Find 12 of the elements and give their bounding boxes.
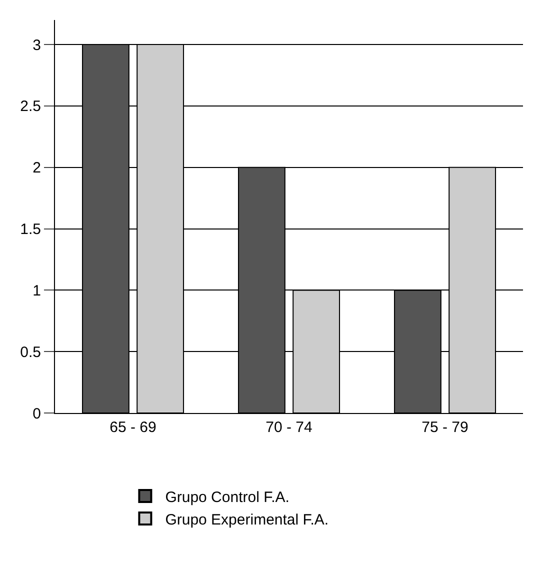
y-tick-label: 2 xyxy=(32,160,41,177)
y-tick-label: 1 xyxy=(32,282,41,300)
y-tick-label: 1.5 xyxy=(20,221,41,238)
y-tick-label: 3 xyxy=(32,36,41,54)
y-tick-label: 2.5 xyxy=(20,98,41,116)
y-tick-label: 0.5 xyxy=(20,344,41,361)
legend-label: Grupo Control F.A. xyxy=(165,488,290,506)
legend-label: Grupo Experimental F.A. xyxy=(165,511,329,528)
x-tick-label: 65 - 69 xyxy=(110,419,156,436)
y-tick-label: 0 xyxy=(32,405,41,422)
x-tick-label: 70 - 74 xyxy=(266,419,312,436)
x-tick-label: 75 - 79 xyxy=(422,419,468,436)
